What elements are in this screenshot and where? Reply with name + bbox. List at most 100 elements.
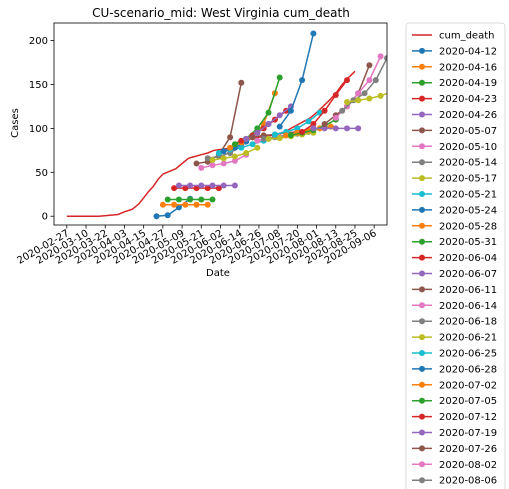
- legend-marker: [419, 397, 425, 404]
- legend-item: 2020-05-17: [412, 174, 497, 185]
- legend-label: 2020-06-04: [439, 253, 497, 264]
- legend-label: 2020-07-05: [439, 396, 497, 407]
- chart-title: CU-scenario_mid: West Virginia cum_death: [92, 6, 350, 20]
- legend-marker: [419, 111, 425, 118]
- data-point: [344, 125, 350, 132]
- legend-label: 2020-05-31: [439, 237, 497, 248]
- data-point: [265, 135, 272, 142]
- legend-label: 2020-05-14: [439, 158, 497, 169]
- legend-label: 2020-06-21: [439, 333, 497, 344]
- data-point: [171, 185, 178, 192]
- series-line: [279, 33, 315, 128]
- data-point: [321, 107, 328, 114]
- legend-marker: [419, 477, 425, 484]
- legend-marker: [419, 206, 425, 213]
- data-point: [361, 90, 368, 97]
- legend-item: 2020-05-07: [412, 126, 497, 137]
- data-point: [159, 201, 166, 208]
- data-point: [238, 79, 245, 86]
- legend-marker: [419, 429, 425, 436]
- legend-item: 2020-06-14: [412, 301, 497, 312]
- series-2020-04-16: [159, 201, 211, 208]
- legend-label: 2020-06-25: [439, 349, 497, 360]
- data-point: [215, 185, 222, 192]
- y-tick-label: 150: [29, 80, 48, 91]
- y-tick-label: 50: [35, 168, 48, 179]
- legend-label: 2020-07-26: [439, 444, 497, 455]
- data-point: [249, 134, 256, 141]
- legend-marker: [419, 381, 425, 388]
- plot-area: [53, 22, 388, 226]
- data-point: [220, 155, 227, 162]
- data-point: [332, 92, 339, 98]
- legend: cum_death 2020-04-12 2020-04-16 2020-04-19 2…: [405, 22, 506, 489]
- data-point: [249, 141, 256, 148]
- data-point: [198, 164, 205, 171]
- legend-label: 2020-05-24: [439, 205, 497, 216]
- data-point: [265, 109, 272, 116]
- legend-label: 2020-08-06: [439, 476, 497, 487]
- data-point: [299, 77, 306, 84]
- legend-marker: [419, 286, 425, 293]
- data-point: [227, 134, 234, 141]
- data-point: [243, 150, 250, 156]
- legend-item: 2020-06-11: [412, 285, 497, 296]
- legend-marker: [419, 159, 425, 166]
- data-point: [332, 114, 339, 121]
- data-point: [204, 155, 211, 162]
- data-point: [193, 160, 200, 167]
- data-point: [175, 196, 182, 203]
- legend-marker: [419, 238, 425, 245]
- data-point: [305, 118, 312, 125]
- legend-label: 2020-06-28: [439, 364, 497, 375]
- legend-marker: [419, 318, 425, 325]
- legend-label: 2020-06-14: [439, 301, 497, 312]
- data-point: [175, 182, 182, 189]
- legend-label: 2020-04-16: [439, 62, 497, 73]
- legend-item: 2020-05-21: [412, 190, 497, 201]
- data-point: [377, 92, 384, 99]
- y-axis-label: Cases: [10, 108, 21, 138]
- data-point: [265, 121, 272, 127]
- legend-item: 2020-04-16: [412, 62, 497, 73]
- legend-label: 2020-05-28: [439, 221, 497, 232]
- legend-item: 2020-08-02: [412, 460, 497, 471]
- series-2020-07-19: [310, 125, 362, 132]
- series-layer: [66, 30, 387, 220]
- legend-item: 2020-07-19: [412, 428, 497, 439]
- legend-label: 2020-06-07: [439, 269, 497, 280]
- data-point: [187, 182, 194, 189]
- legend-item: 2020-06-18: [412, 317, 497, 328]
- data-point: [238, 144, 245, 151]
- legend-marker: [419, 365, 425, 372]
- data-point: [187, 196, 194, 203]
- legend-item: 2020-06-04: [412, 253, 497, 264]
- series-line-cum-death: [66, 70, 356, 217]
- data-point: [209, 157, 216, 163]
- series-2020-07-12: [299, 77, 350, 135]
- legend-item: 2020-07-12: [412, 412, 497, 423]
- data-point: [271, 131, 278, 138]
- legend-marker: [419, 47, 425, 54]
- legend-label: 2020-06-18: [439, 317, 497, 328]
- data-point: [310, 30, 317, 37]
- legend-item: 2020-07-05: [412, 396, 497, 407]
- legend-item: 2020-06-21: [412, 333, 497, 344]
- x-axis-label: Date: [206, 268, 230, 279]
- legend-label: cum_death: [439, 31, 494, 42]
- legend-marker: [419, 445, 425, 452]
- data-point: [332, 125, 339, 132]
- legend-marker: [419, 95, 425, 102]
- data-point: [384, 55, 387, 62]
- data-point: [193, 185, 200, 192]
- data-point: [254, 137, 261, 144]
- data-point: [182, 185, 189, 192]
- data-point: [254, 144, 261, 151]
- data-point: [372, 77, 379, 84]
- data-point: [164, 212, 171, 219]
- legend-marker: [419, 175, 425, 182]
- legend-label: 2020-04-12: [439, 46, 497, 57]
- legend-label: 2020-05-07: [439, 126, 497, 137]
- data-point: [310, 125, 317, 132]
